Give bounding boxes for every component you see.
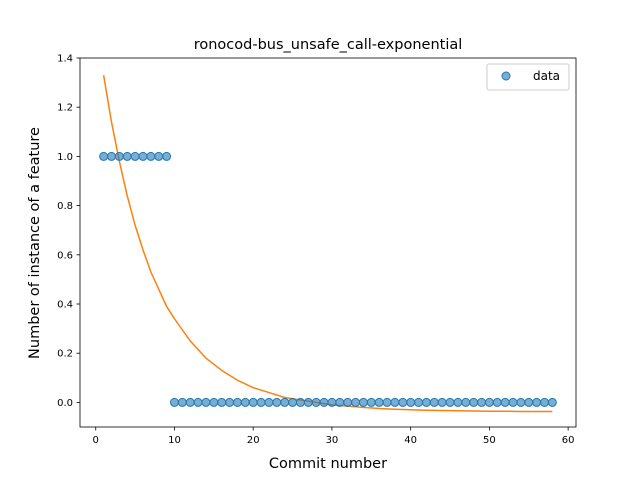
data-point xyxy=(335,397,345,407)
y-tick-label: 0.8 xyxy=(57,201,73,212)
y-tick-label: 0.2 xyxy=(57,349,73,360)
y-tick-label: 0.0 xyxy=(57,398,73,409)
data-point xyxy=(99,151,109,161)
data-point xyxy=(477,397,487,407)
y-tick-label: 0.4 xyxy=(57,300,73,311)
data-point xyxy=(177,397,187,407)
data-point xyxy=(500,397,510,407)
data-point xyxy=(130,151,140,161)
data-point xyxy=(169,397,179,407)
data-point xyxy=(453,397,463,407)
data-point xyxy=(492,397,502,407)
data-point xyxy=(469,397,479,407)
data-point xyxy=(154,151,164,161)
data-point xyxy=(193,397,203,407)
data-point xyxy=(351,397,361,407)
y-tick-label: 1.0 xyxy=(57,152,73,163)
data-point xyxy=(374,397,384,407)
data-point xyxy=(280,397,290,407)
data-point xyxy=(217,397,227,407)
data-point xyxy=(138,151,148,161)
data-point xyxy=(327,397,337,407)
legend-marker xyxy=(501,71,511,81)
data-point xyxy=(508,397,518,407)
x-tick-label: 50 xyxy=(483,435,496,446)
x-tick-label: 0 xyxy=(93,435,99,446)
data-point xyxy=(162,151,172,161)
data-point xyxy=(248,397,258,407)
data-point xyxy=(516,397,526,407)
x-tick-label: 10 xyxy=(168,435,181,446)
data-point xyxy=(382,397,392,407)
x-axis-label: Commit number xyxy=(269,456,387,472)
data-point xyxy=(225,397,235,407)
data-point xyxy=(319,397,329,407)
legend-box xyxy=(486,63,570,91)
x-tick-label: 30 xyxy=(326,435,339,446)
data-point xyxy=(232,397,242,407)
data-point xyxy=(288,397,298,407)
data-point xyxy=(390,397,400,407)
data-point xyxy=(406,397,416,407)
data-point xyxy=(445,397,455,407)
data-point xyxy=(532,397,542,407)
chart-title: ronocod-bus_unsafe_call-exponential xyxy=(194,37,463,53)
data-point xyxy=(240,397,250,407)
data-point xyxy=(421,397,431,407)
plot-area xyxy=(79,57,577,428)
data-point xyxy=(272,397,282,407)
data-point xyxy=(461,397,471,407)
data-point xyxy=(209,397,219,407)
data-point xyxy=(185,397,195,407)
plot-frame xyxy=(79,57,577,428)
x-tick-label: 40 xyxy=(404,435,417,446)
data-point xyxy=(201,397,211,407)
data-point xyxy=(414,397,424,407)
data-point xyxy=(366,397,376,407)
legend: data xyxy=(486,63,570,91)
data-point xyxy=(114,151,124,161)
axis-ticks: 0 10 20 30 40 50 60 0.0 0.2 0.4 0.6 0.8 1.0 1.2 1.4 xyxy=(57,54,574,447)
data-point xyxy=(547,397,557,407)
data-point xyxy=(429,397,439,407)
y-axis-label: Number of instance of a feature xyxy=(27,127,43,359)
y-tick-label: 0.6 xyxy=(57,250,73,261)
data-point xyxy=(437,397,447,407)
data-point xyxy=(303,397,313,407)
data-point xyxy=(311,397,321,407)
data-point xyxy=(524,397,534,407)
data-point xyxy=(256,397,266,407)
data-point xyxy=(484,397,494,407)
x-tick-label: 20 xyxy=(247,435,260,446)
data-point xyxy=(122,151,132,161)
data-point xyxy=(540,397,550,407)
data-point xyxy=(398,397,408,407)
x-tick-label: 60 xyxy=(562,435,575,446)
y-tick-label: 1.4 xyxy=(57,54,73,65)
data-point xyxy=(146,151,156,161)
legend-label: data xyxy=(533,69,560,83)
chart-marks xyxy=(99,75,557,413)
data-point xyxy=(264,397,274,407)
data-point xyxy=(358,397,368,407)
data-point xyxy=(295,397,305,407)
data-point xyxy=(343,397,353,407)
y-tick-label: 1.2 xyxy=(57,103,73,114)
data-point xyxy=(106,151,116,161)
